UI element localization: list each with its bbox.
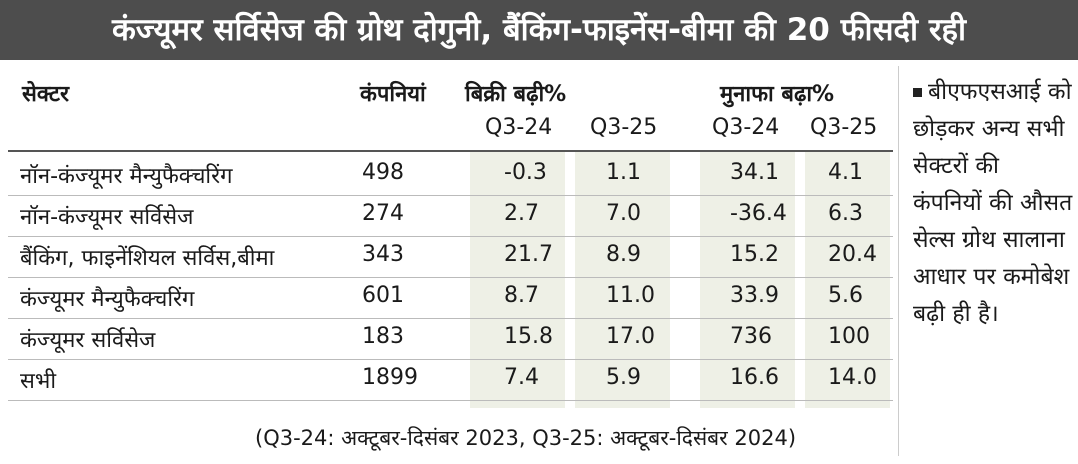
row-rule bbox=[8, 236, 893, 237]
value-cell: 8.7 bbox=[504, 283, 539, 308]
row-rule bbox=[8, 277, 893, 278]
value-cell: -36.4 bbox=[730, 201, 787, 226]
value-cell: 7.0 bbox=[606, 201, 641, 226]
row-rule bbox=[8, 318, 893, 319]
value-cell: 15.8 bbox=[504, 324, 553, 349]
sector-cell: बैंकिंग, फाइनेंशियल सर्विस,बीमा bbox=[20, 246, 275, 271]
row-rule bbox=[8, 359, 893, 360]
value-cell: 7.4 bbox=[504, 365, 539, 390]
column-shade bbox=[575, 150, 670, 408]
value-cell: 14.0 bbox=[828, 365, 877, 390]
value-cell: 6.3 bbox=[828, 201, 863, 226]
sector-cell: सभी bbox=[20, 369, 57, 394]
value-cell: 5.6 bbox=[828, 283, 863, 308]
header-rule bbox=[8, 150, 893, 152]
column-shade bbox=[805, 150, 890, 408]
value-cell: 1899 bbox=[362, 365, 418, 390]
value-cell: 601 bbox=[362, 283, 404, 308]
value-cell: 17.0 bbox=[606, 324, 655, 349]
value-cell: 498 bbox=[362, 160, 404, 185]
value-cell: 16.6 bbox=[730, 365, 779, 390]
value-cell: -0.3 bbox=[504, 160, 547, 185]
value-cell: 11.0 bbox=[606, 283, 655, 308]
value-cell: 33.9 bbox=[730, 283, 779, 308]
side-note: बीएफएसआई को छोड़कर अन्य सभी सेक्टरों की … bbox=[913, 74, 1073, 333]
value-cell: 5.9 bbox=[606, 365, 641, 390]
value-cell: 274 bbox=[362, 201, 404, 226]
subcolumn-header: Q3-25 bbox=[590, 115, 658, 140]
column-shade bbox=[470, 150, 565, 408]
value-cell: 20.4 bbox=[828, 242, 877, 267]
value-cell: 34.1 bbox=[730, 160, 779, 185]
value-cell: 183 bbox=[362, 324, 404, 349]
column-shade bbox=[700, 150, 795, 408]
value-cell: 21.7 bbox=[504, 242, 553, 267]
column-header: मुनाफा बढ़ा% bbox=[720, 82, 835, 107]
subcolumn-header: Q3-24 bbox=[712, 115, 780, 140]
sector-cell: कंज्यूमर मैन्युफैक्चरिंग bbox=[20, 287, 195, 312]
row-rule bbox=[8, 195, 893, 196]
subcolumn-header: Q3-25 bbox=[810, 115, 878, 140]
value-cell: 100 bbox=[828, 324, 870, 349]
value-cell: 2.7 bbox=[504, 201, 539, 226]
value-cell: 8.9 bbox=[606, 242, 641, 267]
column-header: कंपनियां bbox=[360, 82, 426, 107]
sector-cell: नॉन-कंज्यूमर मैन्युफैक्चरिंग bbox=[20, 164, 233, 189]
row-rule bbox=[8, 400, 893, 401]
footnote: (Q3-24: अक्टूबर-दिसंबर 2023, Q3-25: अक्ट… bbox=[255, 426, 797, 450]
value-cell: 736 bbox=[730, 324, 772, 349]
value-cell: 343 bbox=[362, 242, 404, 267]
value-cell: 1.1 bbox=[606, 160, 641, 185]
value-cell: 4.1 bbox=[828, 160, 863, 185]
sector-cell: कंज्यूमर सर्विसेज bbox=[20, 328, 156, 353]
sector-cell: नॉन-कंज्यूमर सर्विसेज bbox=[20, 205, 194, 230]
column-header: बिक्री बढ़ी% bbox=[465, 82, 567, 107]
value-cell: 15.2 bbox=[730, 242, 779, 267]
subcolumn-header: Q3-24 bbox=[485, 115, 553, 140]
divider bbox=[898, 66, 899, 456]
title: कंज्यूमर सर्विसेज की ग्रोथ दोगुनी, बैंकि… bbox=[0, 0, 1078, 60]
column-header: सेक्टर bbox=[22, 82, 69, 107]
